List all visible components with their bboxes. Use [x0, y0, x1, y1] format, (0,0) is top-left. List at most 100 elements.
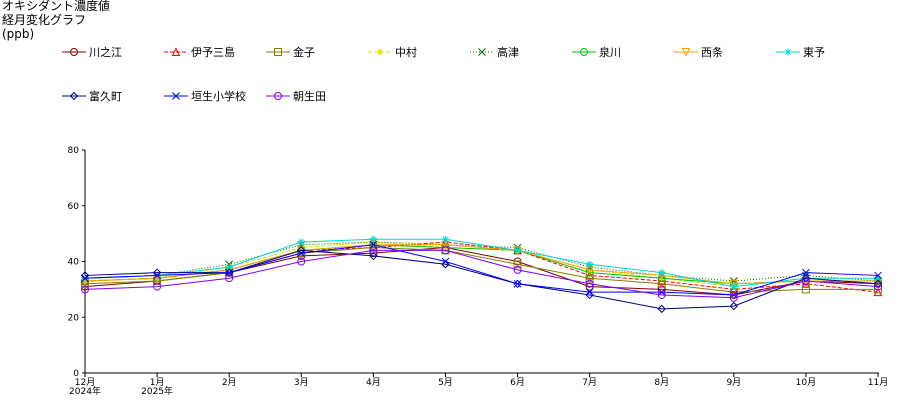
data-point — [80, 271, 90, 280]
x-tick-label: 5月 — [438, 377, 453, 388]
data-point — [729, 279, 739, 289]
series-line — [84, 249, 879, 299]
data-point — [730, 283, 738, 291]
x-tick-label: 2月 — [222, 377, 237, 388]
y-tick-label: 60 — [68, 202, 80, 212]
data-point — [874, 274, 882, 282]
data-point — [585, 268, 594, 277]
x-tick-label: 11月 — [868, 377, 888, 388]
marker-circle — [70, 48, 78, 56]
legend-label: 高津 — [497, 45, 519, 59]
data-point — [513, 265, 522, 274]
legend-item: 東予 — [776, 46, 825, 59]
data-point — [441, 235, 449, 243]
data-point — [441, 257, 450, 266]
data-point — [297, 244, 305, 252]
data-point — [513, 260, 522, 269]
legend-label: 富久町 — [89, 89, 122, 103]
x-tick-sublabel: 2024年 — [69, 385, 101, 397]
marker-star — [784, 48, 792, 56]
data-point — [658, 269, 666, 277]
x-tick-label: 12月 — [75, 377, 95, 388]
x-tick-label: 3月 — [294, 377, 309, 388]
series-line — [84, 249, 879, 310]
legend-item: 垣生小学校 — [164, 89, 246, 103]
series — [81, 238, 882, 285]
data-point — [873, 287, 883, 297]
data-point — [297, 257, 306, 266]
series — [80, 240, 883, 289]
y-tick-label: 40 — [68, 258, 80, 268]
marker-triangle — [171, 47, 181, 56]
data-point — [657, 285, 666, 294]
data-point — [801, 285, 810, 294]
data-point — [225, 263, 233, 271]
legend-label: 垣生小学校 — [191, 89, 246, 103]
data-point — [585, 290, 594, 300]
data-point — [585, 279, 594, 288]
data-point — [657, 304, 666, 314]
marker-cross — [172, 92, 180, 100]
data-point — [369, 249, 378, 258]
data-point — [297, 246, 306, 255]
data-point — [441, 260, 450, 269]
series-line — [84, 238, 878, 288]
x-tick-label: 4月 — [366, 377, 381, 388]
series — [80, 246, 883, 314]
y-tick-label: 80 — [68, 146, 80, 156]
legend-item: 朝生田 — [266, 89, 326, 103]
data-point — [874, 271, 882, 280]
legend-item: 西条 — [674, 45, 723, 59]
data-point — [81, 285, 89, 294]
data-point — [585, 282, 594, 291]
chart-title-line: オキシダント濃度値 — [2, 0, 110, 13]
data-point — [729, 301, 739, 311]
legend-item: 金子 — [266, 45, 315, 59]
series-line — [84, 241, 879, 293]
x-tick-label: 9月 — [726, 377, 741, 388]
legend-item: 泉川 — [572, 45, 621, 59]
plot-area — [80, 235, 883, 314]
data-point — [297, 238, 305, 246]
x-tick-sublabel: 2025年 — [141, 385, 173, 397]
data-point — [153, 282, 162, 291]
series-line — [84, 247, 879, 296]
marker-star — [376, 48, 384, 56]
legend-label: 泉川 — [599, 45, 621, 59]
data-point — [801, 277, 810, 286]
marker-triangle-down — [681, 48, 691, 57]
data-point — [657, 290, 666, 299]
series-line — [84, 244, 878, 285]
data-point — [801, 274, 811, 283]
data-point — [729, 293, 738, 302]
data-point — [81, 274, 89, 283]
data-point — [441, 243, 450, 252]
x-tick-label: 6月 — [510, 377, 525, 388]
legend-label: 西条 — [701, 45, 723, 59]
data-point — [441, 246, 450, 255]
series — [81, 246, 882, 302]
legend-item: 富久町 — [62, 89, 122, 103]
data-point — [802, 268, 810, 277]
x-tick-label: 10月 — [796, 377, 816, 388]
data-point — [152, 268, 162, 277]
legend-label: 朝生田 — [293, 89, 326, 103]
series-line — [84, 241, 879, 282]
legend-label: 金子 — [293, 45, 315, 59]
marker-square — [274, 48, 282, 56]
legend-item: 中村 — [368, 45, 417, 59]
data-point — [873, 279, 883, 289]
series-line — [84, 244, 879, 296]
data-point — [585, 274, 594, 283]
series — [81, 240, 882, 288]
data-point — [585, 288, 594, 297]
data-point — [514, 246, 522, 254]
marker-cross — [478, 48, 486, 56]
legend-item: 川之江 — [62, 45, 122, 59]
data-point — [513, 279, 522, 288]
legend-label: 東予 — [803, 46, 825, 59]
data-point — [729, 284, 739, 294]
legend-label: 中村 — [395, 45, 417, 59]
